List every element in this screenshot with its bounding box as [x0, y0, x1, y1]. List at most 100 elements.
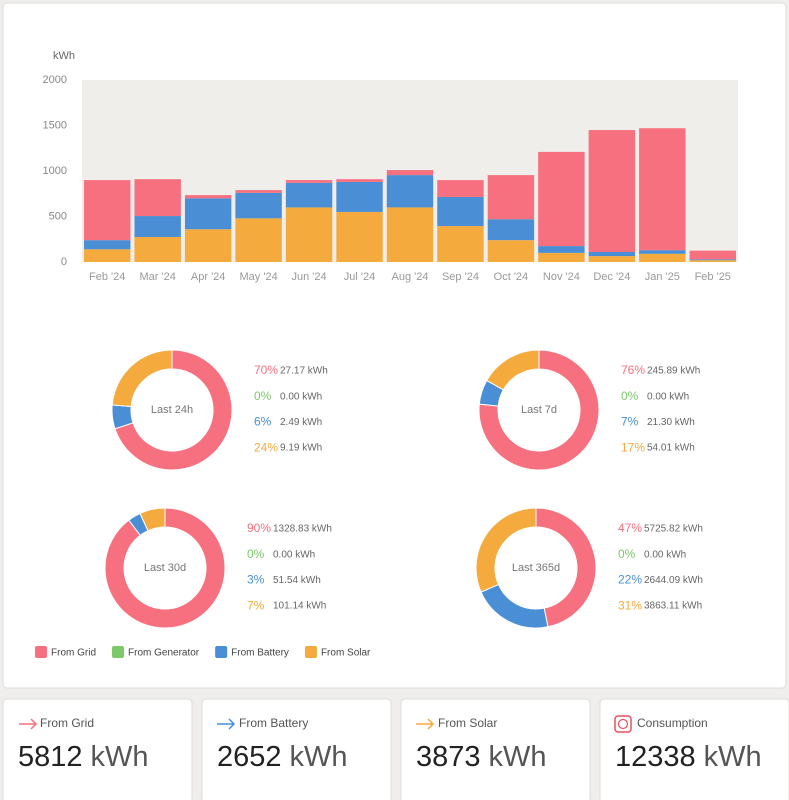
kpi-card: From Grid 5812 kWh [2, 698, 193, 800]
legend-swatch [112, 646, 124, 658]
y-axis-label: kWh [53, 50, 75, 62]
bar-segment [386, 207, 434, 262]
kpi-value-text: 12338 kWh [615, 741, 762, 773]
percent-label: 3% [247, 573, 265, 587]
value-label: 27.17 kWh [280, 366, 328, 377]
y-tick-label: 1000 [43, 165, 67, 177]
kpi-title: From Solar [438, 716, 497, 730]
bar-segment [639, 250, 686, 254]
kpi-title: From Grid [40, 716, 94, 730]
kpi-value-text: 5812 kWh [18, 741, 149, 773]
bar-segment [437, 196, 484, 227]
bar-segment [134, 236, 181, 262]
donut-slice [104, 507, 226, 629]
bar-segment [84, 240, 131, 250]
x-tick-label: Feb '25 [695, 271, 731, 283]
donut-slice [475, 507, 537, 593]
y-tick-label: 500 [49, 210, 67, 222]
value-label: 54.01 kWh [647, 443, 695, 454]
bar-segment [386, 175, 434, 208]
percent-label: 17% [621, 440, 645, 454]
consumption-icon [614, 715, 632, 733]
value-label: 3863.11 kWh [644, 601, 702, 612]
value-label: 5725.82 kWh [644, 524, 703, 535]
bar-segment [336, 179, 383, 182]
kpi-value-text: 3873 kWh [416, 741, 547, 773]
legend-swatch [304, 646, 317, 658]
value-label: 2.49 kWh [280, 417, 322, 428]
donut-center-label: Last 7d [521, 404, 557, 416]
donut-center-label: Last 30d [144, 562, 186, 574]
bar-segment [386, 170, 434, 176]
percent-label: 0% [618, 547, 636, 561]
legend-swatch [215, 646, 228, 658]
value-label: 0.00 kWh [644, 549, 686, 560]
kpi-value-text: 2652 kWh [217, 741, 348, 773]
donut-center-label: Last 365d [512, 562, 560, 574]
value-label: 245.89 kWh [647, 366, 700, 377]
bar-segment [689, 250, 736, 260]
kpi-card-bg [400, 698, 591, 800]
x-tick-label: May '24 [240, 271, 278, 283]
donut-slice [111, 349, 173, 408]
kpi-unit: kWh [489, 741, 547, 773]
value-label: 9.19 kWh [280, 443, 322, 454]
bar-segment [84, 180, 131, 241]
percent-label: 0% [621, 389, 639, 403]
bar-segment [639, 253, 686, 262]
x-tick-label: Apr '24 [191, 271, 226, 283]
kpi-unit: kWh [91, 741, 149, 773]
percent-label: 76% [621, 363, 645, 377]
bar-segment [437, 226, 484, 262]
kpi-title: From Battery [239, 716, 308, 730]
x-tick-label: Jul '24 [344, 271, 375, 283]
donut-slice [114, 349, 233, 471]
kpi-unit: kWh [290, 741, 348, 773]
bar-segment [689, 259, 736, 261]
donut-slice [139, 507, 166, 532]
x-tick-label: Feb '24 [89, 271, 125, 283]
kpi-title: Consumption [637, 716, 708, 730]
bar-segment [235, 218, 282, 262]
legend-swatch [35, 646, 47, 658]
x-tick-label: Oct '24 [494, 271, 529, 283]
value-label: 0.00 kWh [273, 549, 315, 560]
legend-label: From Solar [321, 648, 371, 659]
legend-label: From Battery [231, 648, 289, 659]
donut-slice [486, 349, 540, 391]
percent-label: 6% [254, 415, 272, 429]
kpi-card-bg [201, 698, 392, 800]
x-tick-label: Nov '24 [543, 271, 580, 283]
bar-segment [336, 211, 383, 262]
solar-icon [416, 718, 435, 730]
percent-label: 47% [618, 521, 642, 535]
card-icons [19, 715, 632, 733]
value-label: 0.00 kWh [280, 391, 322, 402]
x-tick-label: Mar '24 [140, 271, 176, 283]
kpi-value: 5812 [18, 741, 83, 773]
y-tick-label: 2000 [43, 74, 67, 86]
bar-segment [134, 179, 181, 217]
bar-segment [538, 246, 585, 253]
percent-label: 90% [247, 521, 271, 535]
y-tick-label: 1500 [43, 119, 67, 131]
bar-segment [285, 207, 333, 262]
bar-segment [689, 260, 736, 262]
donut-slice [535, 507, 597, 628]
y-tick-label: 0 [61, 256, 67, 268]
kpi-card-bg [2, 698, 193, 800]
kpi-card: Consumption 12338 kWh [599, 698, 789, 800]
consumption-icon-socket [617, 718, 629, 730]
bar-segment [538, 252, 585, 262]
kpi-value: 3873 [416, 741, 481, 773]
percent-label: 22% [618, 573, 642, 587]
bar-segment [639, 128, 686, 251]
bar-segment [134, 216, 181, 237]
value-label: 51.54 kWh [273, 575, 321, 586]
kpi-value: 2652 [217, 741, 282, 773]
percent-label: 7% [621, 415, 639, 429]
value-label: 1328.83 kWh [273, 524, 332, 535]
bar-segment [235, 190, 282, 193]
